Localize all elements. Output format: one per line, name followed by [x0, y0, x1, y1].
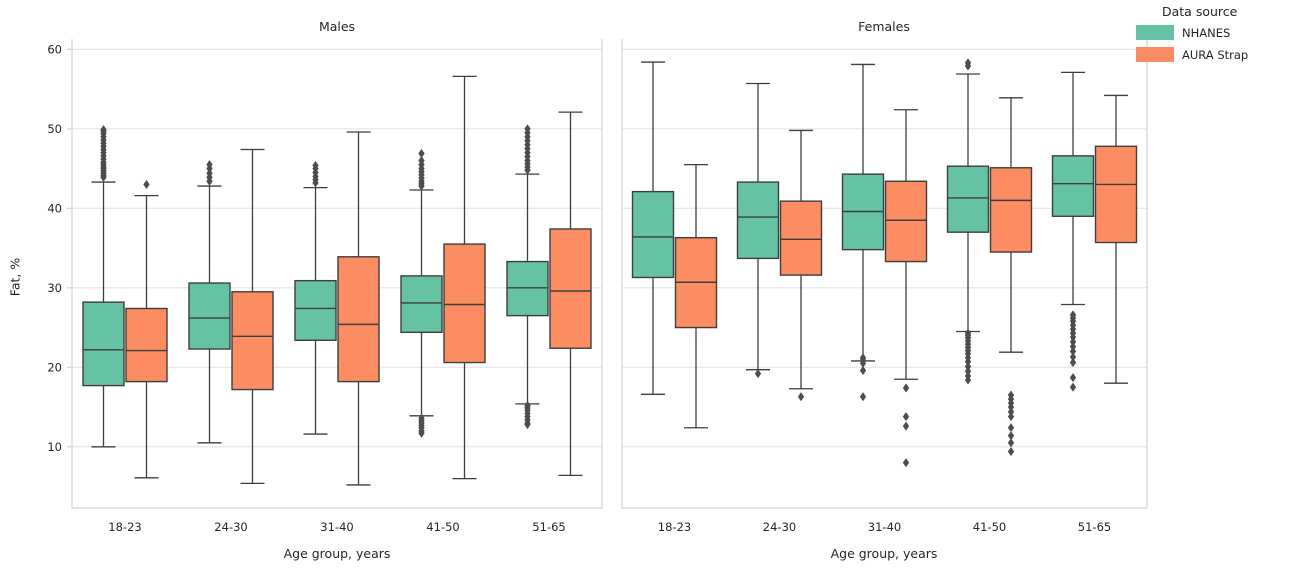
- outlier-nhanes-51-65: [524, 419, 531, 430]
- outlier-nhanes-41-50: [418, 428, 425, 438]
- box-aura-strap-51-65: [1094, 145, 1138, 244]
- outlier-nhanes-41-50: [964, 58, 972, 68]
- outlier-nhanes-51-65: [524, 124, 531, 134]
- y-tick-label: 40: [47, 201, 62, 215]
- box-nhanes-24-30: [188, 282, 231, 350]
- y-tick-label: 50: [47, 122, 62, 136]
- box-nhanes-24-30: [736, 181, 780, 260]
- y-axis-label: Fat, %: [7, 257, 23, 297]
- outlier-aura-strap-41-50: [1007, 411, 1015, 422]
- box-nhanes-31-40: [294, 279, 337, 341]
- legend-item-nhanes: NHANES: [1136, 25, 1248, 40]
- outlier-nhanes-51-65: [1069, 382, 1077, 392]
- x-tick-label: 41-50: [426, 520, 459, 534]
- box-aura-strap-31-40: [337, 256, 380, 383]
- x-tick-label: 24-30: [763, 520, 796, 534]
- outlier-nhanes-31-40: [859, 365, 867, 376]
- outlier-aura-strap-41-50: [1007, 423, 1015, 433]
- box-nhanes-51-65: [506, 260, 549, 317]
- x-tick-label: 31-40: [868, 520, 901, 534]
- outlier-aura-strap-41-50: [1007, 438, 1015, 448]
- x-tick-label: 24-30: [214, 520, 247, 534]
- panel-title-males: Males: [318, 19, 356, 34]
- y-tick-label: 60: [47, 42, 62, 56]
- box-nhanes-18-23: [82, 301, 125, 387]
- x-axis-label-males: Age group, years: [283, 546, 391, 561]
- legend-label-nhanes: NHANES: [1182, 25, 1231, 40]
- x-tick-label: 31-40: [320, 520, 353, 534]
- outlier-nhanes-24-30: [206, 159, 213, 170]
- outlier-nhanes-24-30: [206, 168, 213, 178]
- outlier-aura-strap-31-40: [902, 421, 910, 431]
- legend-item-aura: AURA Strap: [1136, 47, 1248, 62]
- x-tick-label: 51-65: [532, 520, 565, 534]
- x-tick-label: 18-23: [658, 520, 691, 534]
- outlier-nhanes-51-65: [1069, 372, 1077, 383]
- outlier-nhanes-41-50: [964, 375, 972, 385]
- box-aura-strap-41-50: [989, 167, 1033, 253]
- outlier-aura-strap-31-40: [902, 411, 910, 422]
- box-nhanes-51-65: [1051, 155, 1095, 217]
- box-aura-strap-24-30: [231, 291, 274, 391]
- box-aura-strap-31-40: [884, 180, 928, 263]
- nhanes-swatch-icon: [1136, 25, 1174, 40]
- y-tick-label: 20: [47, 360, 62, 374]
- outlier-aura-strap-31-40: [902, 383, 910, 393]
- x-tick-label: 41-50: [973, 520, 1006, 534]
- box-aura-strap-18-23: [125, 307, 168, 383]
- legend: Data source NHANES AURA Strap: [1136, 4, 1248, 69]
- box-nhanes-18-23: [631, 190, 675, 279]
- y-tick-label: 10: [47, 440, 62, 454]
- box-aura-strap-51-65: [549, 228, 592, 349]
- legend-title: Data source: [1162, 4, 1238, 19]
- box-nhanes-41-50: [946, 165, 990, 233]
- legend-label-aura: AURA Strap: [1182, 47, 1249, 62]
- y-tick-label: 30: [47, 281, 62, 295]
- outlier-nhanes-18-23: [100, 124, 107, 135]
- outlier-aura-strap-18-23: [143, 179, 150, 190]
- outlier-nhanes-41-50: [418, 155, 425, 166]
- outlier-nhanes-41-50: [418, 148, 425, 159]
- outlier-nhanes-51-65: [1069, 357, 1077, 368]
- box-aura-strap-24-30: [779, 200, 823, 276]
- x-tick-label: 18-23: [108, 520, 141, 534]
- outlier-aura-strap-24-30: [797, 392, 805, 402]
- outlier-aura-strap-31-40: [902, 458, 910, 468]
- outlier-nhanes-31-40: [312, 160, 319, 171]
- outlier-nhanes-24-30: [754, 369, 762, 379]
- outlier-nhanes-31-40: [859, 392, 867, 402]
- aura-swatch-icon: [1136, 47, 1174, 62]
- box-aura-strap-41-50: [443, 243, 486, 364]
- x-tick-label: 51-65: [1078, 520, 1111, 534]
- outlier-aura-strap-41-50: [1007, 446, 1015, 457]
- x-axis-label-females: Age group, years: [830, 546, 938, 561]
- panel-title-females: Females: [858, 19, 910, 34]
- box-nhanes-41-50: [400, 275, 443, 334]
